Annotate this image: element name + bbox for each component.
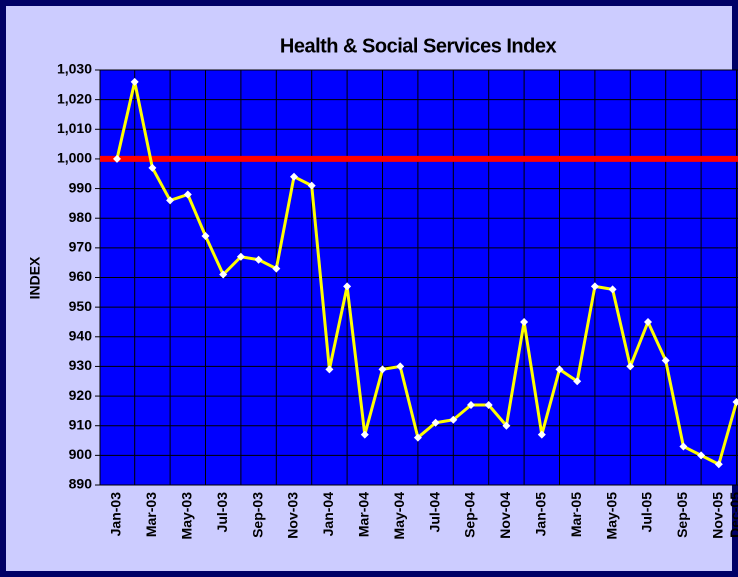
y-tick-label: 970 <box>69 239 93 255</box>
y-tick-label: 930 <box>69 357 93 373</box>
y-tick-label: 940 <box>69 327 93 343</box>
data-point <box>307 181 316 190</box>
x-tick-label: Mar-03 <box>143 492 159 537</box>
data-point <box>201 232 210 240</box>
data-point <box>697 451 706 460</box>
x-tick-label: Sep-05 <box>674 492 690 538</box>
data-point <box>272 264 281 273</box>
data-point <box>343 282 352 291</box>
y-axis-label: INDEX <box>27 256 43 299</box>
data-line <box>115 80 738 466</box>
data-point <box>413 433 422 442</box>
data-point <box>236 252 245 261</box>
x-tick-label: Jul-04 <box>426 492 442 533</box>
x-tick-label: Nov-03 <box>285 492 301 539</box>
x-tick-label: May-05 <box>603 492 619 540</box>
data-point <box>113 154 121 163</box>
data-point <box>254 255 263 264</box>
data-point <box>661 356 670 365</box>
data-point <box>183 190 192 199</box>
y-tick-label: 990 <box>69 179 93 195</box>
data-point <box>732 398 738 406</box>
data-point <box>502 421 511 430</box>
y-tick-label: 950 <box>69 298 93 314</box>
data-point <box>608 285 617 294</box>
data-point <box>325 365 334 374</box>
data-point <box>573 377 582 386</box>
x-tick-label: Jan-03 <box>108 492 124 537</box>
x-tick-label: May-03 <box>179 492 195 540</box>
y-tick-label: 1,020 <box>57 90 92 106</box>
x-tick-label: Dec-05 <box>727 492 738 538</box>
x-tick-label: Sep-03 <box>249 492 265 538</box>
data-point <box>290 172 298 181</box>
data-point <box>148 163 157 172</box>
x-tick-label: Jul-05 <box>639 492 655 533</box>
data-point <box>714 460 723 469</box>
x-tick-label: Jan-04 <box>320 492 336 537</box>
data-point <box>644 317 652 326</box>
x-tick-label: May-04 <box>391 492 407 540</box>
chart-title: Health & Social Services Index <box>280 35 557 57</box>
data-point <box>449 415 458 424</box>
y-tick-label: 1,000 <box>57 150 92 166</box>
y-tick-label: 920 <box>69 387 93 403</box>
x-tick-label: Jan-05 <box>533 492 549 537</box>
data-point <box>626 362 635 371</box>
data-point <box>555 365 564 374</box>
y-tick-label: 900 <box>69 446 93 462</box>
y-tick-label: 1,030 <box>57 61 92 77</box>
data-point <box>130 77 139 86</box>
data-point <box>431 418 440 427</box>
data-point <box>467 400 475 409</box>
data-point <box>520 317 529 326</box>
y-tick-label: 910 <box>69 416 93 432</box>
data-point <box>219 270 228 279</box>
x-tick-label: Nov-04 <box>497 492 513 539</box>
y-tick-label: 1,010 <box>57 120 92 136</box>
data-point <box>590 282 599 291</box>
data-point <box>679 442 688 451</box>
data-point <box>378 365 387 374</box>
data-point <box>396 362 405 371</box>
y-tick-label: 960 <box>69 268 93 284</box>
data-point <box>537 430 546 439</box>
x-tick-label: Nov-05 <box>710 492 726 539</box>
data-point <box>360 430 369 439</box>
x-tick-label: Mar-05 <box>568 492 584 537</box>
x-tick-label: Sep-04 <box>462 492 478 538</box>
x-tick-label: Mar-04 <box>356 492 372 537</box>
x-tick-label: Jul-03 <box>214 492 230 533</box>
data-point <box>484 400 493 409</box>
y-tick-label: 980 <box>69 209 93 225</box>
y-tick-label: 890 <box>69 476 93 492</box>
data-point <box>166 196 175 205</box>
